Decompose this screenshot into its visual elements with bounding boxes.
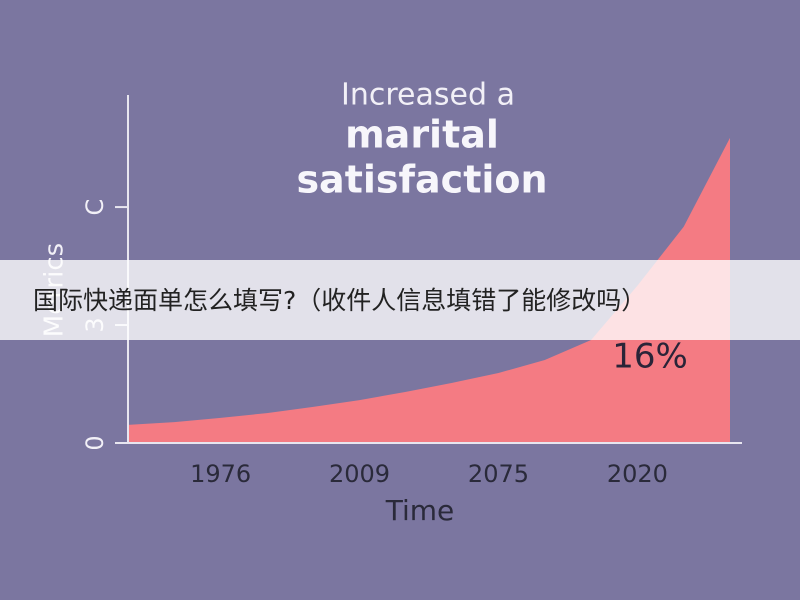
annotation: 16%: [612, 337, 688, 377]
title-line: Increased a: [341, 78, 515, 113]
x-axis-label: Time: [385, 494, 455, 527]
x-tick-label: 2009: [329, 460, 390, 488]
y-tick-label: C: [81, 199, 109, 216]
x-tick-label: 2020: [607, 460, 668, 488]
banner-background: [0, 260, 800, 340]
area: [128, 137, 730, 443]
x-tick-label: 2075: [468, 460, 529, 488]
banner-text: 国际快递面单怎么填写?（收件人信息填错了能修改吗）: [33, 286, 646, 315]
x-tick-label: 1976: [190, 460, 251, 488]
title-line: marital: [345, 113, 499, 157]
title-line: satisfaction: [296, 158, 547, 202]
y-tick-label: 0: [81, 435, 109, 450]
